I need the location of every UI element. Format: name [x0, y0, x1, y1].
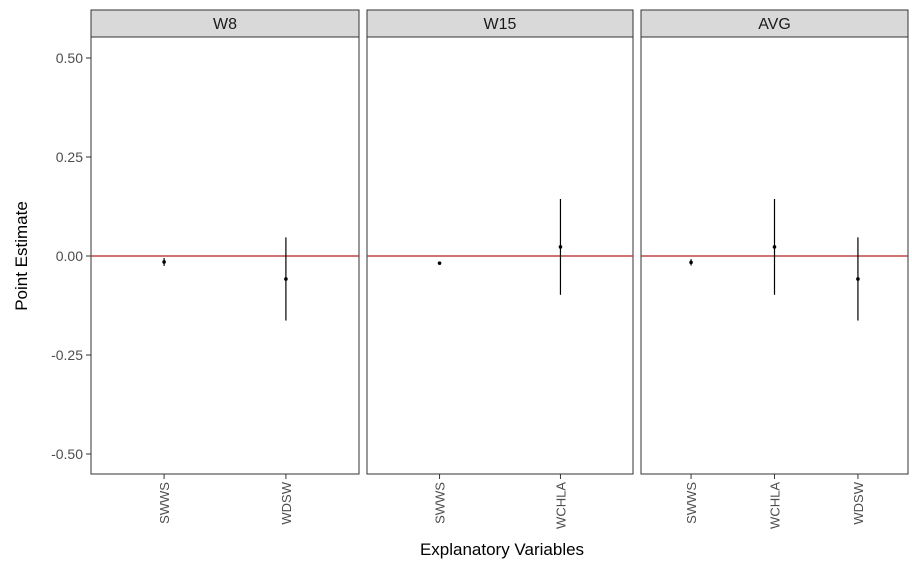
y-axis-title: Point Estimate	[12, 201, 31, 311]
estimate-point	[772, 245, 777, 249]
estimate-point	[162, 260, 166, 264]
facet-title: AVG	[758, 16, 791, 33]
facet-strip	[90, 9, 360, 38]
y-tick-label: 0.00	[56, 248, 83, 264]
facet-title: W8	[213, 16, 237, 33]
y-tick-label: 0.50	[56, 50, 83, 66]
facet-strip	[366, 9, 634, 38]
estimate-point	[437, 261, 442, 265]
y-tick-label: -0.50	[51, 446, 83, 462]
estimate-point	[558, 245, 563, 249]
x-tick-label: SWWS	[433, 482, 448, 524]
x-tick-label: WDSW	[851, 481, 866, 524]
x-tick-label: SWWS	[684, 482, 699, 524]
estimate-point	[284, 277, 288, 281]
estimate-point	[689, 260, 693, 265]
facet-title: W15	[484, 16, 517, 33]
x-axis-title: Explanatory Variables	[419, 540, 585, 559]
x-tick-label: SWWS	[157, 482, 172, 524]
y-tick-label: 0.25	[56, 149, 83, 165]
y-tick-label: -0.25	[51, 347, 83, 363]
estimate-point	[856, 277, 860, 281]
x-tick-label: WDSW	[279, 481, 294, 524]
x-tick-label: WCHLA	[553, 482, 568, 529]
x-tick-label: WCHLA	[768, 482, 783, 529]
